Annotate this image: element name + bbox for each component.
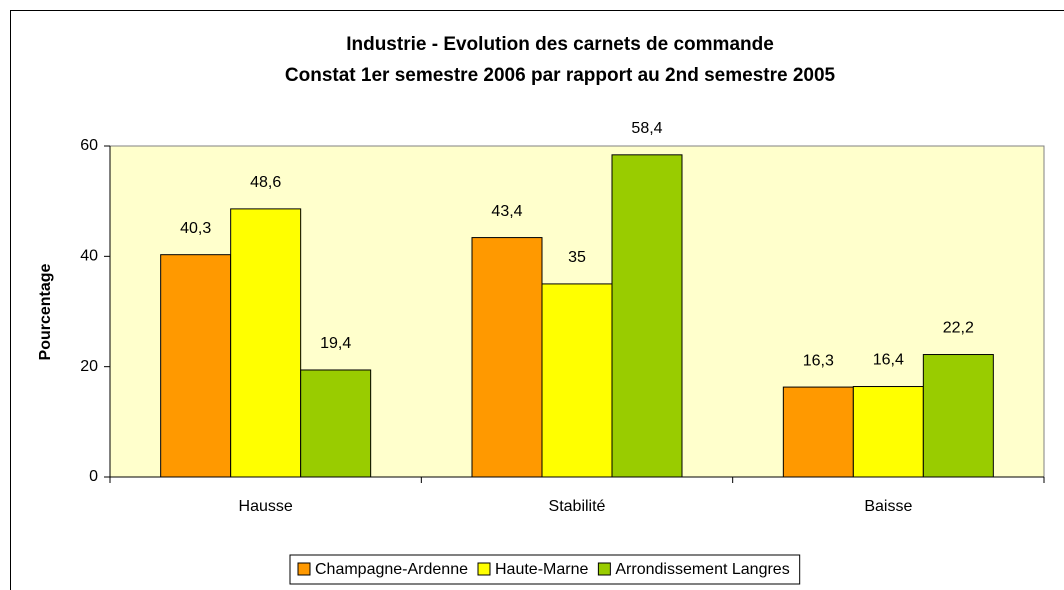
x-tick-label: Hausse: [239, 498, 293, 515]
legend: [289, 554, 801, 585]
value-label: 16,4: [873, 352, 904, 369]
y-tick-label: 40: [80, 248, 98, 265]
value-label: 19,4: [320, 335, 351, 352]
legend-swatch: [297, 562, 311, 576]
y-tick-label: 0: [89, 468, 98, 485]
bar: [782, 386, 854, 478]
value-label: 16,3: [803, 352, 834, 369]
legend-label: Haute-Marne: [495, 561, 588, 578]
legend-swatch: [597, 562, 611, 576]
legend-swatch: [477, 562, 491, 576]
bar: [230, 208, 302, 478]
y-tick-label: 20: [80, 358, 98, 375]
bar: [541, 283, 613, 478]
x-tick-label: Baisse: [864, 498, 912, 515]
y-tick-label: 60: [80, 137, 98, 154]
bar: [922, 354, 994, 478]
legend-label: Champagne-Ardenne: [315, 561, 468, 578]
value-label: 43,4: [491, 203, 522, 220]
value-label: 35: [568, 249, 586, 266]
y-axis-label: Pourcentage: [37, 263, 54, 360]
value-label: 22,2: [943, 320, 974, 337]
chart-subtitle: Constat 1er semestre 2006 par rapport au…: [285, 65, 836, 86]
bar: [852, 386, 924, 478]
legend-label: Arrondissement Langres: [615, 561, 789, 578]
bar: [160, 254, 232, 478]
value-label: 58,4: [631, 120, 662, 137]
x-tick-label: Stabilité: [549, 498, 606, 515]
chart-title: Industrie - Evolution des carnets de com…: [346, 34, 774, 55]
bar: [300, 369, 372, 478]
bar: [611, 154, 683, 478]
value-label: 48,6: [250, 174, 281, 191]
value-label: 40,3: [180, 220, 211, 237]
bar: [471, 237, 543, 478]
